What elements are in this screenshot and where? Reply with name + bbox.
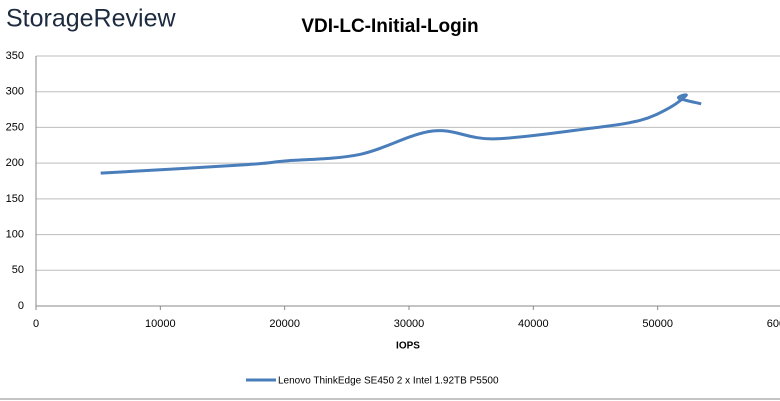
brand-logo: StorageReview xyxy=(6,5,176,33)
y-tick-label: 350 xyxy=(6,50,24,62)
legend-label: Lenovo ThinkEdge SE450 2 x Intel 1.92TB … xyxy=(278,376,499,387)
x-tick-label: 30000 xyxy=(394,318,425,330)
y-tick-label: 100 xyxy=(6,228,24,240)
x-axis-label: IOPS xyxy=(396,341,420,352)
y-tick-label: 150 xyxy=(6,193,24,205)
y-tick-label: 50 xyxy=(12,264,24,276)
x-tick-label: 50000 xyxy=(642,318,673,330)
x-tick-label: 20000 xyxy=(269,318,300,330)
y-tick-label: 0 xyxy=(18,300,24,312)
series-line xyxy=(100,93,702,175)
x-tick-label: 60000 xyxy=(767,318,780,330)
x-tick-label: 0 xyxy=(33,318,39,330)
y-tick-label: 300 xyxy=(6,86,24,98)
chart-title: VDI-LC-Initial-Login xyxy=(301,16,478,37)
x-tick-label: 40000 xyxy=(518,318,549,330)
y-tick-label: 200 xyxy=(6,157,24,169)
x-tick-label: 10000 xyxy=(145,318,176,330)
y-tick-label: 250 xyxy=(6,121,24,133)
